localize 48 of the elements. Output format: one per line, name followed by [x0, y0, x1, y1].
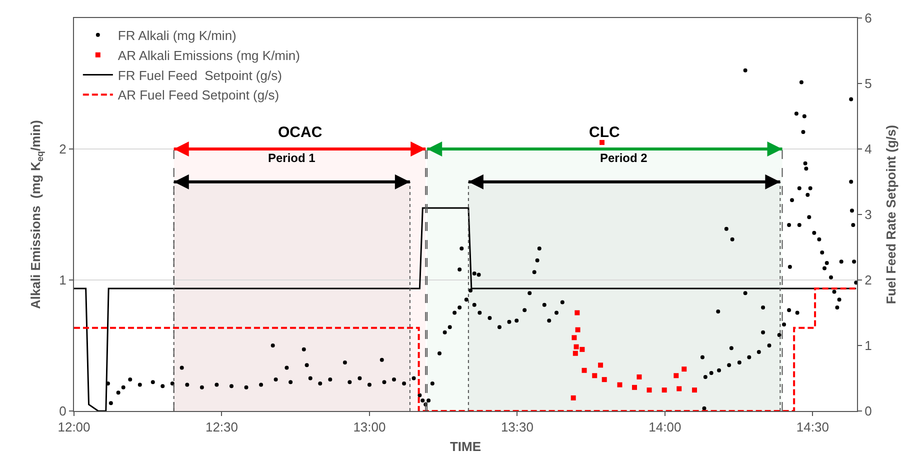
point: [580, 346, 585, 352]
point: [598, 362, 604, 368]
x-axis-title: TIME: [450, 439, 482, 454]
point: [692, 388, 697, 393]
point: [572, 335, 577, 340]
legend-label: AR Fuel Feed Setpoint (g/s): [118, 88, 280, 103]
point: [600, 140, 605, 145]
point: [662, 388, 667, 393]
y-tick-label: 0: [59, 404, 66, 419]
x-tick-label: 12:30: [205, 420, 238, 435]
point: [632, 384, 638, 390]
x-tick-label: 14:00: [648, 420, 682, 435]
point: [574, 310, 580, 316]
point: [602, 377, 607, 382]
point: [617, 382, 622, 388]
y2-tick-label: 4: [864, 142, 872, 157]
legend-label: AR Alkali Emissions (mg K/min): [118, 48, 300, 63]
point: [570, 395, 576, 400]
point: [682, 366, 687, 372]
x-tick-label: 12:00: [58, 420, 90, 435]
legend-label: FR Fuel Feed Setpoint (g/s): [118, 68, 282, 83]
y2-axis-title: Fuel Feed Rate Setpoint (g/s): [883, 124, 898, 304]
y-tick-label: 2: [59, 142, 66, 157]
band-label: OCAC: [278, 124, 322, 141]
point: [575, 327, 580, 332]
point: [582, 368, 587, 373]
y2-tick-label: 1: [864, 338, 872, 354]
x-tick-label: 14:30: [796, 420, 829, 435]
y2-tick-label: 6: [864, 10, 872, 26]
band-label: CLC: [589, 124, 620, 141]
point: [676, 386, 682, 392]
point: [572, 350, 578, 356]
line-series: [74, 207, 857, 411]
y-tick-label: 1: [59, 272, 66, 288]
y2-tick-label: 0: [864, 404, 872, 419]
y2-tick-label: 3: [864, 207, 872, 222]
x-tick-label: 13:30: [500, 420, 534, 435]
y2-tick-label: 5: [864, 76, 872, 92]
point: [646, 388, 652, 393]
y2-tick-label: 2: [864, 272, 872, 288]
band-label: Period 2: [600, 151, 648, 165]
point: [674, 373, 679, 378]
legend-label: FR Alkali (mg K/min): [118, 28, 236, 43]
point: [636, 374, 642, 380]
point: [592, 373, 598, 378]
x-tick-label: 13:00: [353, 420, 386, 435]
band-label: Period 1: [268, 151, 316, 165]
point: [574, 344, 579, 350]
